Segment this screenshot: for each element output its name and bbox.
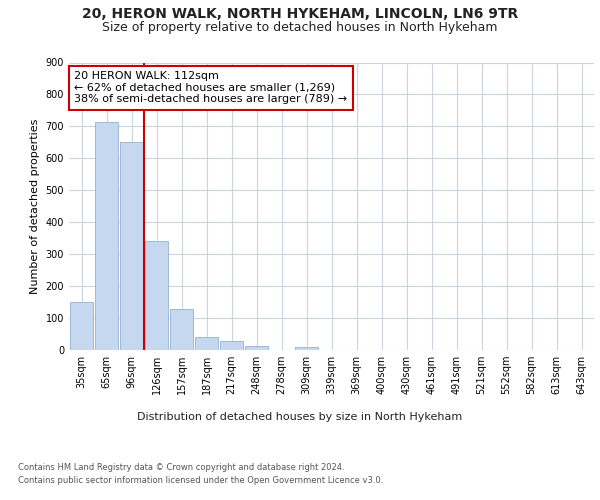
Bar [120, 142, 143, 350]
Bar [145, 242, 168, 350]
Bar [95, 122, 118, 350]
Text: 20, HERON WALK, NORTH HYKEHAM, LINCOLN, LN6 9TR: 20, HERON WALK, NORTH HYKEHAM, LINCOLN, … [82, 8, 518, 22]
Bar [245, 346, 268, 350]
Text: Size of property relative to detached houses in North Hykeham: Size of property relative to detached ho… [102, 21, 498, 34]
Bar [195, 337, 218, 350]
Bar [295, 348, 318, 350]
Y-axis label: Number of detached properties: Number of detached properties [30, 118, 40, 294]
Text: Distribution of detached houses by size in North Hykeham: Distribution of detached houses by size … [137, 412, 463, 422]
Bar [170, 310, 193, 350]
Text: Contains HM Land Registry data © Crown copyright and database right 2024.: Contains HM Land Registry data © Crown c… [18, 462, 344, 471]
Bar [220, 341, 243, 350]
Text: Contains public sector information licensed under the Open Government Licence v3: Contains public sector information licen… [18, 476, 383, 485]
Text: 20 HERON WALK: 112sqm
← 62% of detached houses are smaller (1,269)
38% of semi-d: 20 HERON WALK: 112sqm ← 62% of detached … [74, 71, 347, 104]
Bar [70, 302, 93, 350]
